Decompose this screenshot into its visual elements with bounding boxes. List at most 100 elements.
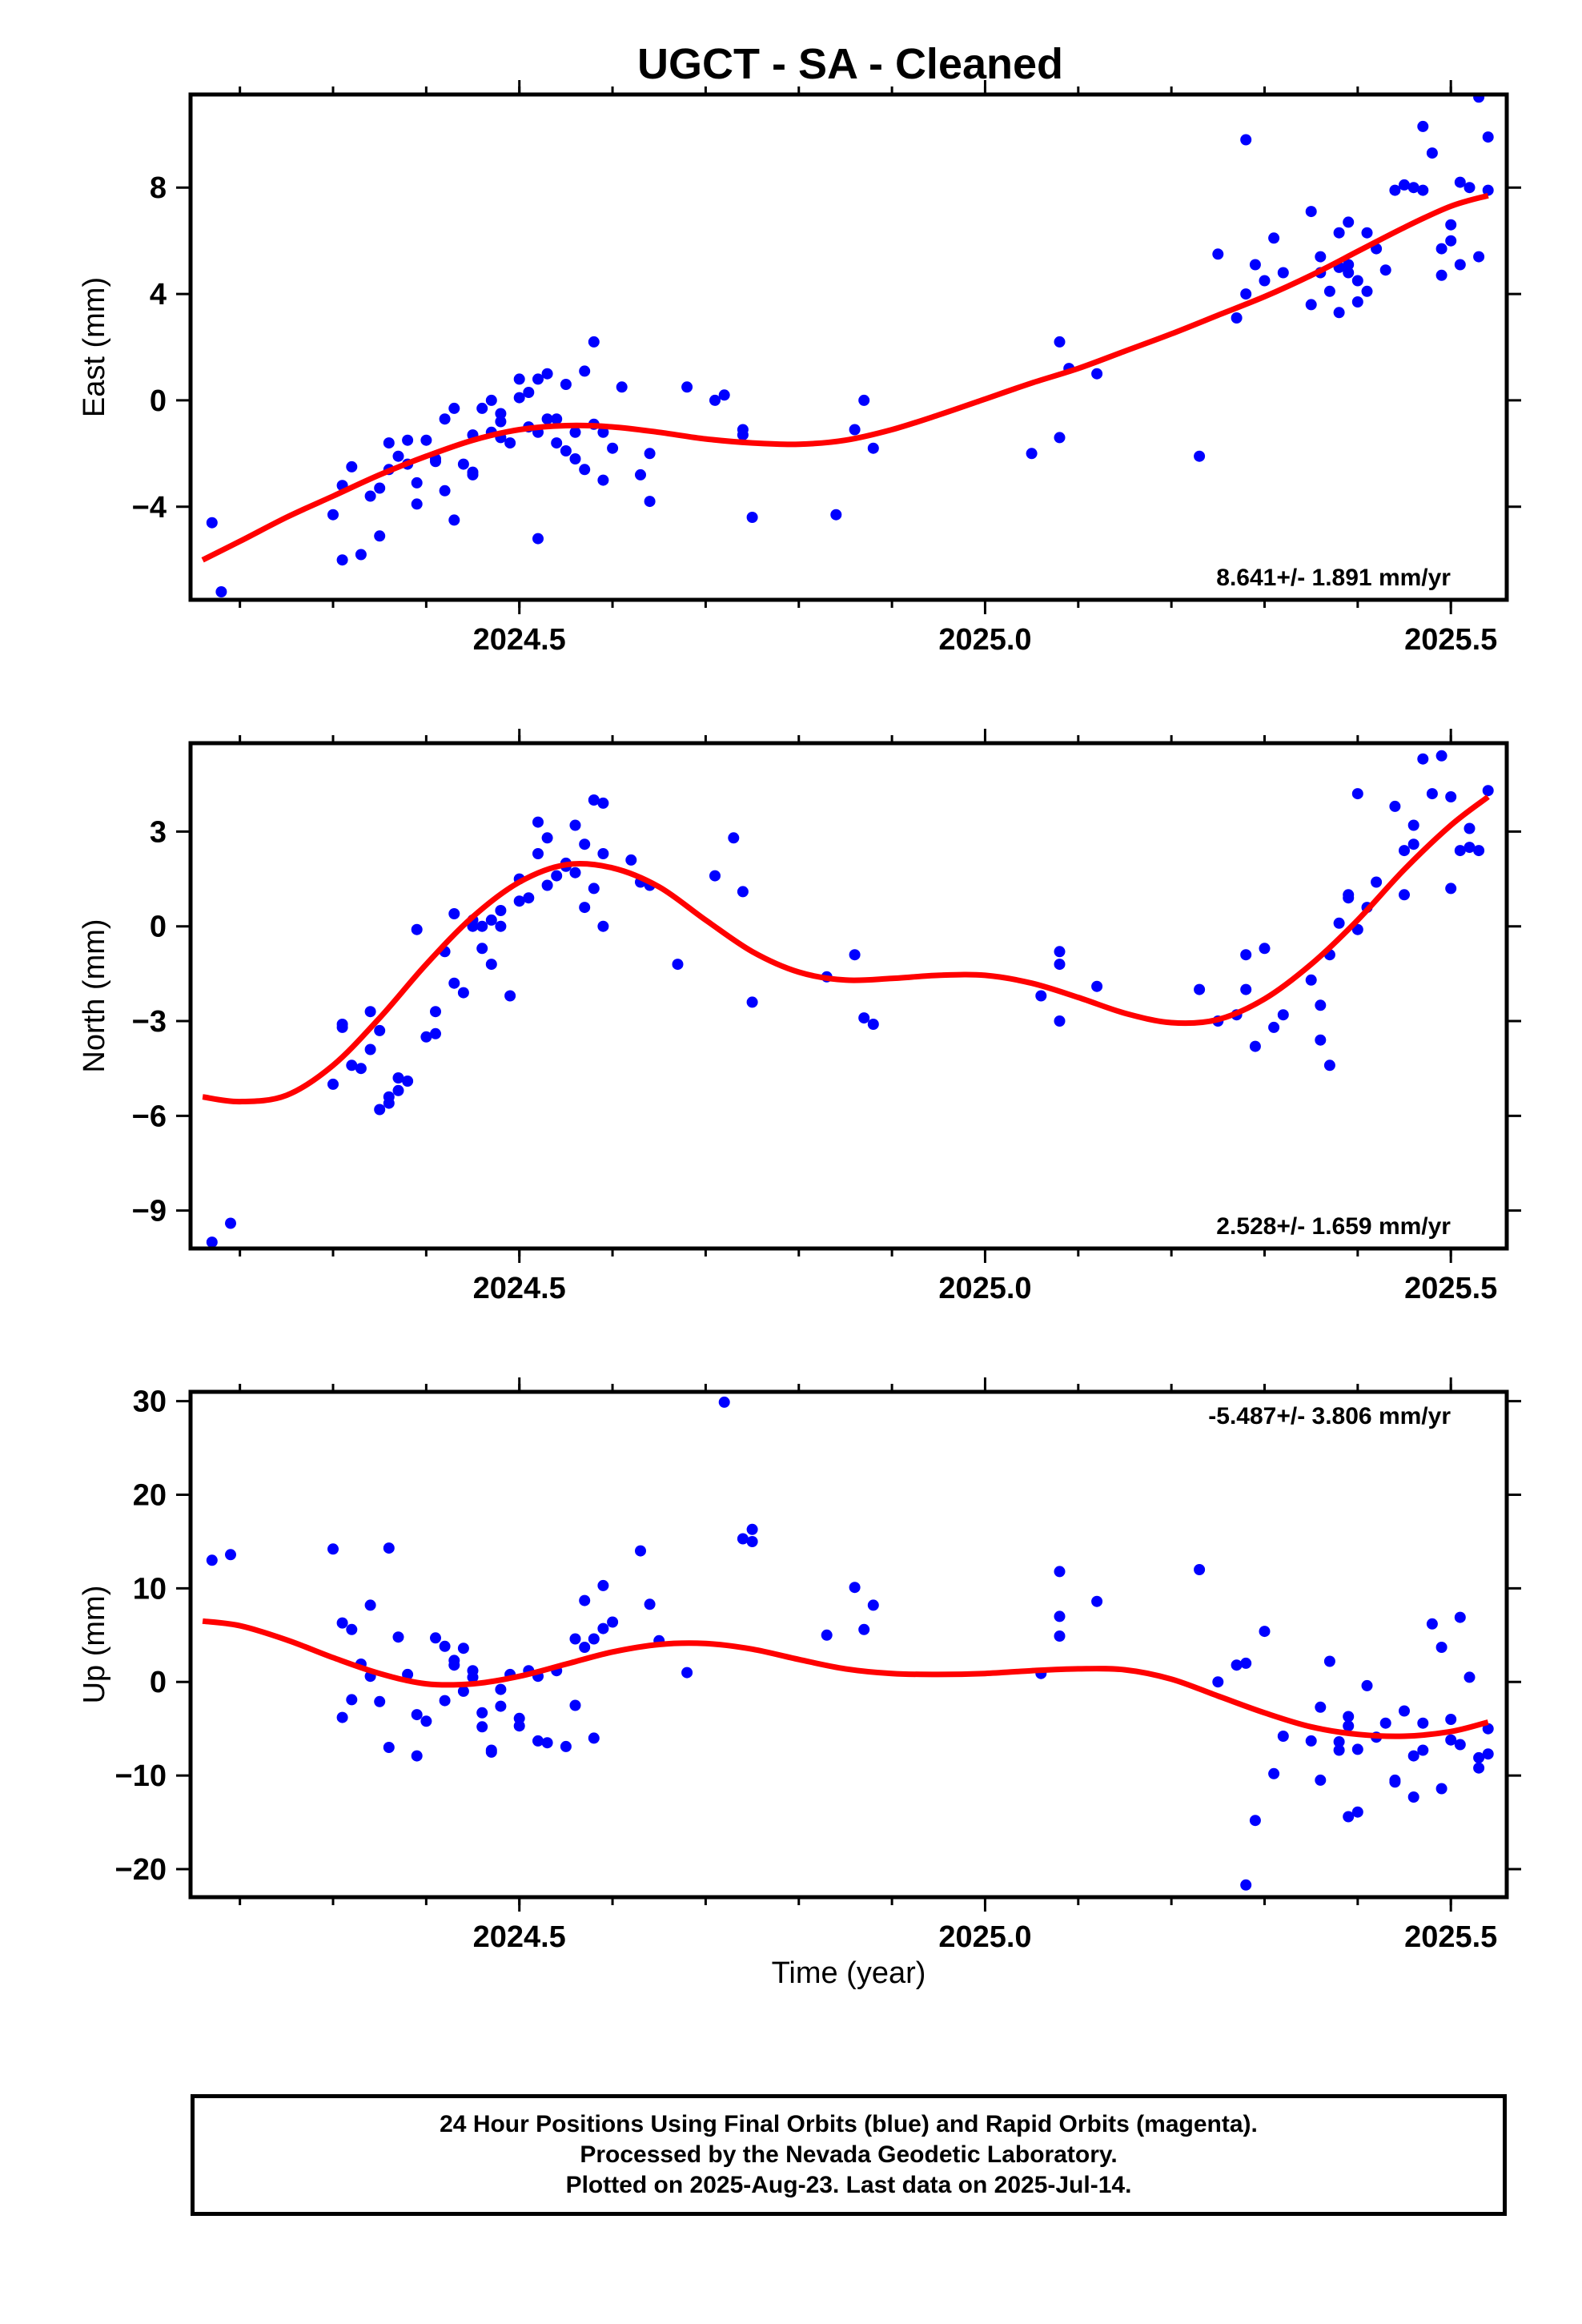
- up-data-point: [1482, 1748, 1494, 1760]
- north-data-point: [597, 797, 609, 809]
- north-data-point: [1091, 980, 1103, 992]
- east-data-point: [1212, 248, 1224, 260]
- north-data-point: [1277, 1009, 1289, 1021]
- east-data-point: [1268, 232, 1280, 244]
- north-data-point: [430, 1006, 441, 1018]
- up-data-point: [1091, 1595, 1103, 1607]
- footer-line-plotted: Plotted on 2025-Aug-23. Last data on 202…: [565, 2172, 1132, 2198]
- north-data-point: [411, 923, 423, 935]
- up-data-point: [1315, 1774, 1327, 1786]
- up-y-tick-label: 20: [133, 1479, 167, 1513]
- east-data-point: [1454, 259, 1466, 271]
- up-data-point: [1268, 1767, 1280, 1779]
- up-data-point: [346, 1623, 358, 1635]
- north-data-point: [737, 886, 749, 898]
- up-data-point: [420, 1715, 432, 1727]
- north-data-point: [1323, 1059, 1335, 1072]
- north-data-point: [672, 959, 684, 971]
- north-data-point: [1371, 876, 1383, 888]
- east-data-point: [709, 394, 721, 406]
- east-data-point: [1231, 312, 1243, 324]
- east-data-point: [1454, 176, 1466, 188]
- north-data-point: [1315, 999, 1327, 1011]
- east-data-point: [644, 448, 656, 460]
- east-data-point: [1249, 259, 1261, 271]
- east-data-point: [467, 468, 479, 480]
- east-data-point: [1305, 299, 1317, 311]
- north-data-point: [1343, 892, 1355, 904]
- north-data-point: [476, 943, 488, 955]
- up-points: [206, 1396, 1494, 1891]
- east-data-point: [532, 373, 544, 385]
- up-data-point: [1343, 1811, 1355, 1823]
- north-x-tick-label: 2025.0: [938, 1272, 1031, 1305]
- up-data-point: [1407, 1791, 1419, 1803]
- up-data-point: [607, 1616, 619, 1628]
- up-data-point: [588, 1633, 600, 1645]
- north-data-point: [327, 1078, 339, 1090]
- east-y-tick-label: −4: [132, 491, 167, 525]
- north-data-point: [579, 902, 591, 914]
- east-data-point: [681, 381, 693, 393]
- up-data-point: [1445, 1734, 1457, 1746]
- up-data-point: [467, 1671, 479, 1683]
- north-data-point: [374, 1024, 386, 1036]
- north-data-point: [1240, 983, 1252, 995]
- up-data-point: [485, 1746, 497, 1758]
- east-data-point: [327, 509, 339, 521]
- up-y-tick-label: 30: [133, 1385, 167, 1419]
- north-data-point: [588, 794, 600, 806]
- up-data-point: [1194, 1564, 1206, 1575]
- east-data-point: [1482, 131, 1494, 143]
- east-data-point: [457, 458, 469, 470]
- north-data-point: [625, 854, 637, 866]
- east-data-point: [1445, 219, 1457, 231]
- up-data-point: [579, 1594, 591, 1606]
- east-data-point: [597, 474, 609, 486]
- east-data-point: [1240, 288, 1252, 300]
- up-panel: 2024.5 2025.0 2025.5 −20 −10 0 10 20 30 -5.487+/-…: [78, 1377, 1521, 1954]
- north-data-point: [504, 990, 516, 1002]
- north-data-point: [1333, 917, 1345, 929]
- east-data-point: [495, 408, 507, 420]
- up-data-point: [476, 1721, 488, 1733]
- up-data-point: [597, 1579, 609, 1591]
- north-data-point: [1417, 753, 1429, 765]
- north-data-point: [867, 1019, 879, 1030]
- north-data-point: [402, 1076, 414, 1087]
- up-data-point: [1417, 1717, 1429, 1729]
- up-y-tick-label: −10: [115, 1759, 167, 1793]
- north-data-point: [579, 838, 591, 850]
- up-data-point: [1473, 1751, 1485, 1763]
- north-data-point: [1407, 838, 1419, 850]
- up-data-point: [1454, 1739, 1466, 1751]
- north-data-point: [541, 832, 553, 844]
- north-data-point: [1305, 974, 1317, 986]
- up-data-point: [718, 1396, 730, 1408]
- up-data-point: [1426, 1618, 1438, 1630]
- east-data-point: [1333, 227, 1345, 239]
- up-data-point: [1212, 1676, 1224, 1688]
- east-data-point: [532, 533, 544, 545]
- up-data-point: [560, 1740, 572, 1752]
- north-data-point: [1194, 983, 1206, 995]
- north-data-point: [1249, 1040, 1261, 1052]
- east-data-point: [1343, 216, 1355, 228]
- east-x-tick-label: 2025.5: [1404, 623, 1497, 657]
- north-x-tick-label: 2024.5: [473, 1272, 566, 1305]
- up-data-point: [1240, 1657, 1252, 1669]
- north-data-point: [364, 1043, 376, 1055]
- east-data-point: [336, 554, 348, 566]
- east-data-point: [374, 482, 386, 494]
- east-y-axis-label: East (mm): [78, 277, 111, 417]
- up-data-point: [1435, 1642, 1447, 1653]
- north-data-point: [532, 848, 544, 859]
- up-data-point: [1435, 1783, 1447, 1795]
- up-data-point: [1249, 1815, 1261, 1827]
- up-data-point: [1333, 1744, 1345, 1756]
- north-data-point: [532, 816, 544, 828]
- up-data-point: [1407, 1750, 1419, 1762]
- up-data-point: [541, 1737, 553, 1749]
- east-data-point: [1351, 296, 1363, 308]
- up-data-point: [1231, 1659, 1243, 1671]
